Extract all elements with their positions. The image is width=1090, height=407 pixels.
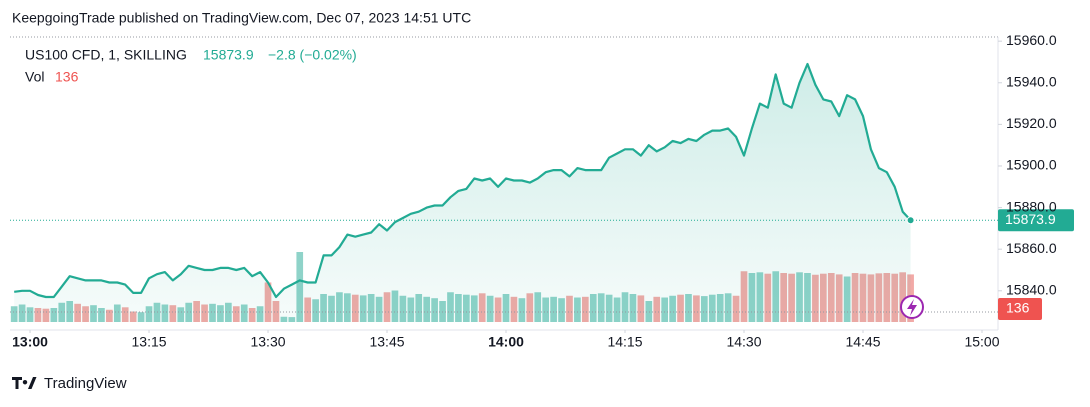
x-tick-label: 14:00 [488, 334, 524, 350]
plot-pane [10, 62, 914, 322]
x-tick-label: 14:15 [607, 334, 642, 350]
y-tick-label: 15860.0 [1006, 240, 1057, 256]
change: −2.8 (−0.02%) [268, 47, 357, 63]
last-price: 15873.9 [203, 47, 254, 63]
price-area [14, 64, 911, 322]
volume-tag [998, 298, 1042, 320]
footer-brand: TradingView [44, 375, 127, 392]
symbol: US100 CFD, 1, SKILLING [25, 47, 187, 63]
last-price-dot [906, 216, 915, 225]
price-line [14, 62, 912, 299]
x-tick-label: 15:00 [964, 334, 999, 350]
volume-legend-name: Vol [25, 69, 44, 85]
volume-tag-label: 136 [1006, 300, 1030, 316]
y-tick-label: 15920.0 [1006, 115, 1057, 131]
flash-icon [900, 295, 924, 319]
y-tick-label: 15900.0 [1006, 157, 1057, 173]
y-tick-label: 15960.0 [1006, 32, 1057, 48]
volume-legend-value: 136 [55, 69, 79, 85]
header: KeepgoingTrade published on TradingView.… [12, 10, 471, 26]
y-tick-label: 15880.0 [1006, 198, 1057, 214]
logo [12, 377, 37, 389]
x-tick-label: 13:30 [250, 334, 285, 350]
last-price-tag [998, 209, 1074, 232]
x-tick-label: 13:45 [369, 334, 404, 350]
overlay: 15873.9 136 [10, 209, 1074, 320]
x-tick-label: 14:30 [726, 334, 761, 350]
x-tick-label: 13:15 [132, 334, 167, 350]
y-tick-label: 15940.0 [1006, 73, 1057, 89]
y-tick-label: 15840.0 [1006, 281, 1057, 297]
last-price-tag-label: 15873.9 [1005, 211, 1056, 227]
x-tick-label: 14:45 [845, 334, 880, 350]
x-tick-label: 13:00 [12, 334, 48, 350]
volume-bar [10, 306, 18, 322]
